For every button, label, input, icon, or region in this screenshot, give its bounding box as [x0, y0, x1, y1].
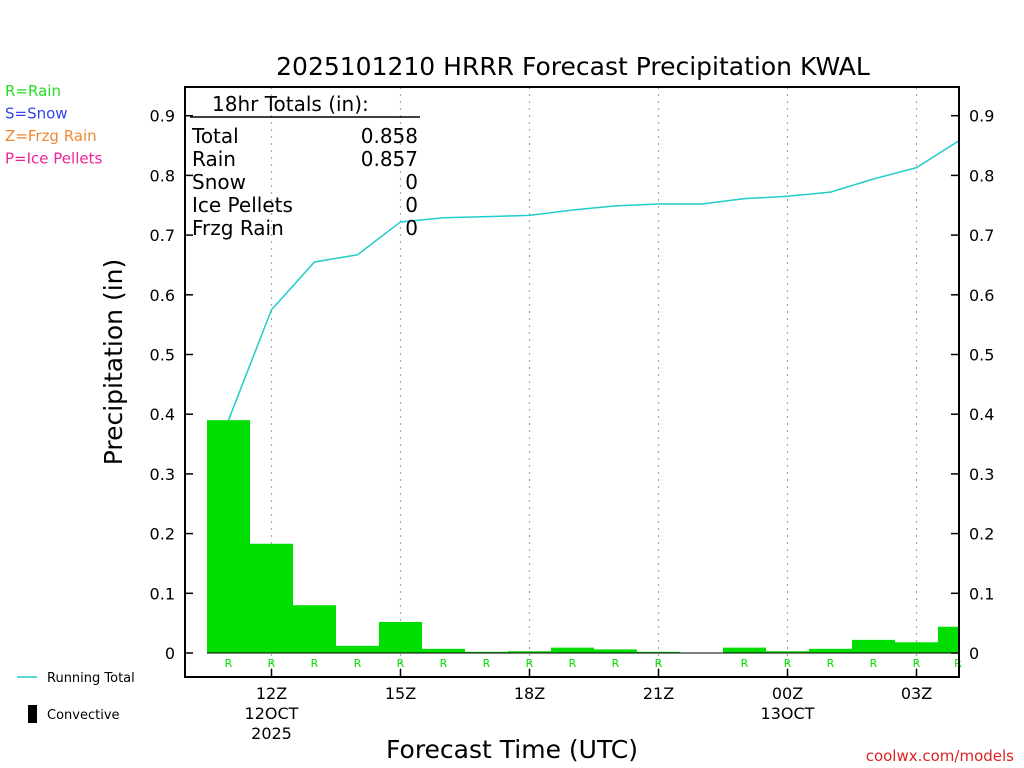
rain-bar-02z	[852, 639, 895, 653]
y-axis-left: 0 0.1 0.2 0.3 0.4 0.5 0.6 0.7 0.8 0.9	[150, 107, 193, 663]
chart-title: 2025101210 HRRR Forecast Precipitation K…	[276, 52, 870, 81]
precip-mark-20z: R	[612, 657, 620, 670]
rain-bar-12z	[250, 543, 293, 653]
rain-bar-19z	[551, 647, 594, 653]
running-total-line	[227, 140, 960, 421]
precip-mark-14z: R	[354, 657, 362, 670]
bar-series	[207, 420, 959, 653]
y-tick-label-left-7: 0.7	[150, 226, 175, 245]
convective-legend-label: Convective	[47, 708, 120, 723]
precip-mark-11z: R	[225, 657, 233, 670]
totals-value-2: 0	[405, 170, 418, 194]
totals-value-1: 0.857	[361, 147, 418, 171]
y-tick-label-left-9: 0.9	[150, 107, 175, 126]
totals-label-1: Rain	[192, 147, 236, 171]
y-tick-label-right-4: 0.4	[969, 405, 994, 424]
y-tick-label-left-4: 0.4	[150, 405, 175, 424]
y-tick-label-right-1: 0.1	[969, 584, 994, 603]
y-tick-label-right-7: 0.7	[969, 226, 994, 245]
precip-type-legend: R=Rain S=Snow Z=Frzg Rain P=Ice Pellets	[5, 82, 102, 168]
totals-heading: 18hr Totals (in):	[212, 92, 369, 116]
rain-bar-16z	[422, 648, 465, 653]
type-legend-item-3: P=Ice Pellets	[5, 150, 102, 168]
precip-mark-17z: R	[483, 657, 491, 670]
precip-mark-21z: R	[655, 657, 663, 670]
precip-mark-00z: R	[784, 657, 792, 670]
grid-lines	[270, 87, 918, 677]
precip-mark-23z: R	[741, 657, 749, 670]
y-axis-label: Precipitation (in)	[99, 259, 128, 466]
y-tick-label-left-2: 0.2	[150, 525, 175, 544]
rain-bar-14z	[336, 645, 379, 653]
x-tick-label-4-1: 13OCT	[761, 704, 815, 723]
y-tick-label-left-0: 0	[165, 644, 175, 663]
rain-bar-03z	[895, 642, 938, 653]
rain-bar-13z	[293, 605, 336, 653]
series-legend: Running Total Convective	[17, 671, 135, 723]
convective-legend-swatch	[28, 705, 37, 723]
y-tick-label-right-8: 0.8	[969, 166, 994, 185]
y-tick-label-right-3: 0.3	[969, 465, 994, 484]
rain-bar-21z	[637, 651, 680, 653]
totals-value-4: 0	[405, 216, 418, 240]
y-tick-label-left-6: 0.6	[150, 286, 175, 305]
precip-mark-12z: R	[268, 657, 276, 670]
credit-text: coolwx.com/models	[866, 747, 1014, 765]
plot-frame	[184, 86, 960, 678]
running-total-legend-label: Running Total	[47, 671, 135, 686]
y-tick-label-right-0: 0	[969, 644, 979, 663]
y-tick-label-right-5: 0.5	[969, 346, 994, 365]
rain-bar-17z	[465, 651, 508, 653]
y-tick-label-left-3: 0.3	[150, 465, 175, 484]
y-axis-right: 0 0.1 0.2 0.3 0.4 0.5 0.6 0.7 0.8 0.9	[951, 107, 994, 663]
x-tick-label-5-0: 03Z	[901, 684, 932, 703]
type-legend-item-0: R=Rain	[5, 82, 61, 100]
totals-label-0: Total	[191, 124, 239, 148]
rain-bar-20z	[594, 649, 637, 653]
rain-bar-18z	[508, 651, 551, 653]
x-tick-label-0-0: 12Z	[256, 684, 287, 703]
totals-box: 18hr Totals (in): Total 0.858 Rain 0.857 Sno…	[190, 92, 420, 240]
x-axis-label: Forecast Time (UTC)	[386, 735, 638, 764]
rain-bar-00z	[766, 651, 809, 653]
y-tick-label-left-5: 0.5	[150, 346, 175, 365]
x-tick-label-2-0: 18Z	[514, 684, 545, 703]
x-tick-label-4-0: 00Z	[772, 684, 803, 703]
type-legend-item-2: Z=Frzg Rain	[5, 127, 97, 145]
type-legend-item-1: S=Snow	[5, 105, 68, 123]
totals-value-3: 0	[405, 193, 418, 217]
precip-mark-18z: R	[526, 657, 534, 670]
precip-mark-16z: R	[440, 657, 448, 670]
x-tick-label-1-0: 15Z	[385, 684, 416, 703]
rain-bar-01z	[809, 648, 852, 653]
rain-bar-15z	[379, 621, 422, 653]
x-tick-label-0-2: 2025	[251, 724, 292, 743]
running-total-series	[227, 140, 960, 421]
y-tick-label-right-9: 0.9	[969, 107, 994, 126]
precip-mark-13z: R	[311, 657, 319, 670]
totals-label-2: Snow	[192, 170, 246, 194]
rain-bar-23z	[723, 647, 766, 653]
y-tick-label-right-6: 0.6	[969, 286, 994, 305]
precip-mark-19z: R	[569, 657, 577, 670]
rain-bar-11z	[207, 420, 250, 653]
y-tick-label-right-2: 0.2	[969, 525, 994, 544]
totals-label-3: Ice Pellets	[192, 193, 293, 217]
y-tick-label-left-1: 0.1	[150, 584, 175, 603]
y-tick-label-left-8: 0.8	[150, 166, 175, 185]
rain-bar-04z	[938, 626, 959, 653]
totals-label-4: Frzg Rain	[192, 216, 284, 240]
precip-mark-03z: R	[913, 657, 921, 670]
totals-rows: Total 0.858 Rain 0.857 Snow 0 Ice Pellets 0 Frzg…	[191, 124, 418, 240]
precip-mark-02z: R	[870, 657, 878, 670]
totals-value-0: 0.858	[361, 124, 418, 148]
precip-mark-15z: R	[397, 657, 405, 670]
precip-mark-01z: R	[827, 657, 835, 670]
x-tick-label-0-1: 12OCT	[245, 704, 299, 723]
x-tick-label-3-0: 21Z	[643, 684, 674, 703]
